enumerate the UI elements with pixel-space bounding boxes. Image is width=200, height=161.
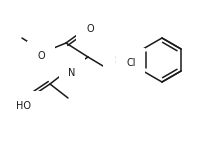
Text: O: O [86, 24, 93, 34]
Text: N: N [68, 68, 75, 78]
Text: O: O [37, 51, 45, 61]
Text: HO: HO [16, 101, 31, 111]
Text: Cl: Cl [126, 58, 135, 68]
Text: S: S [114, 55, 121, 65]
